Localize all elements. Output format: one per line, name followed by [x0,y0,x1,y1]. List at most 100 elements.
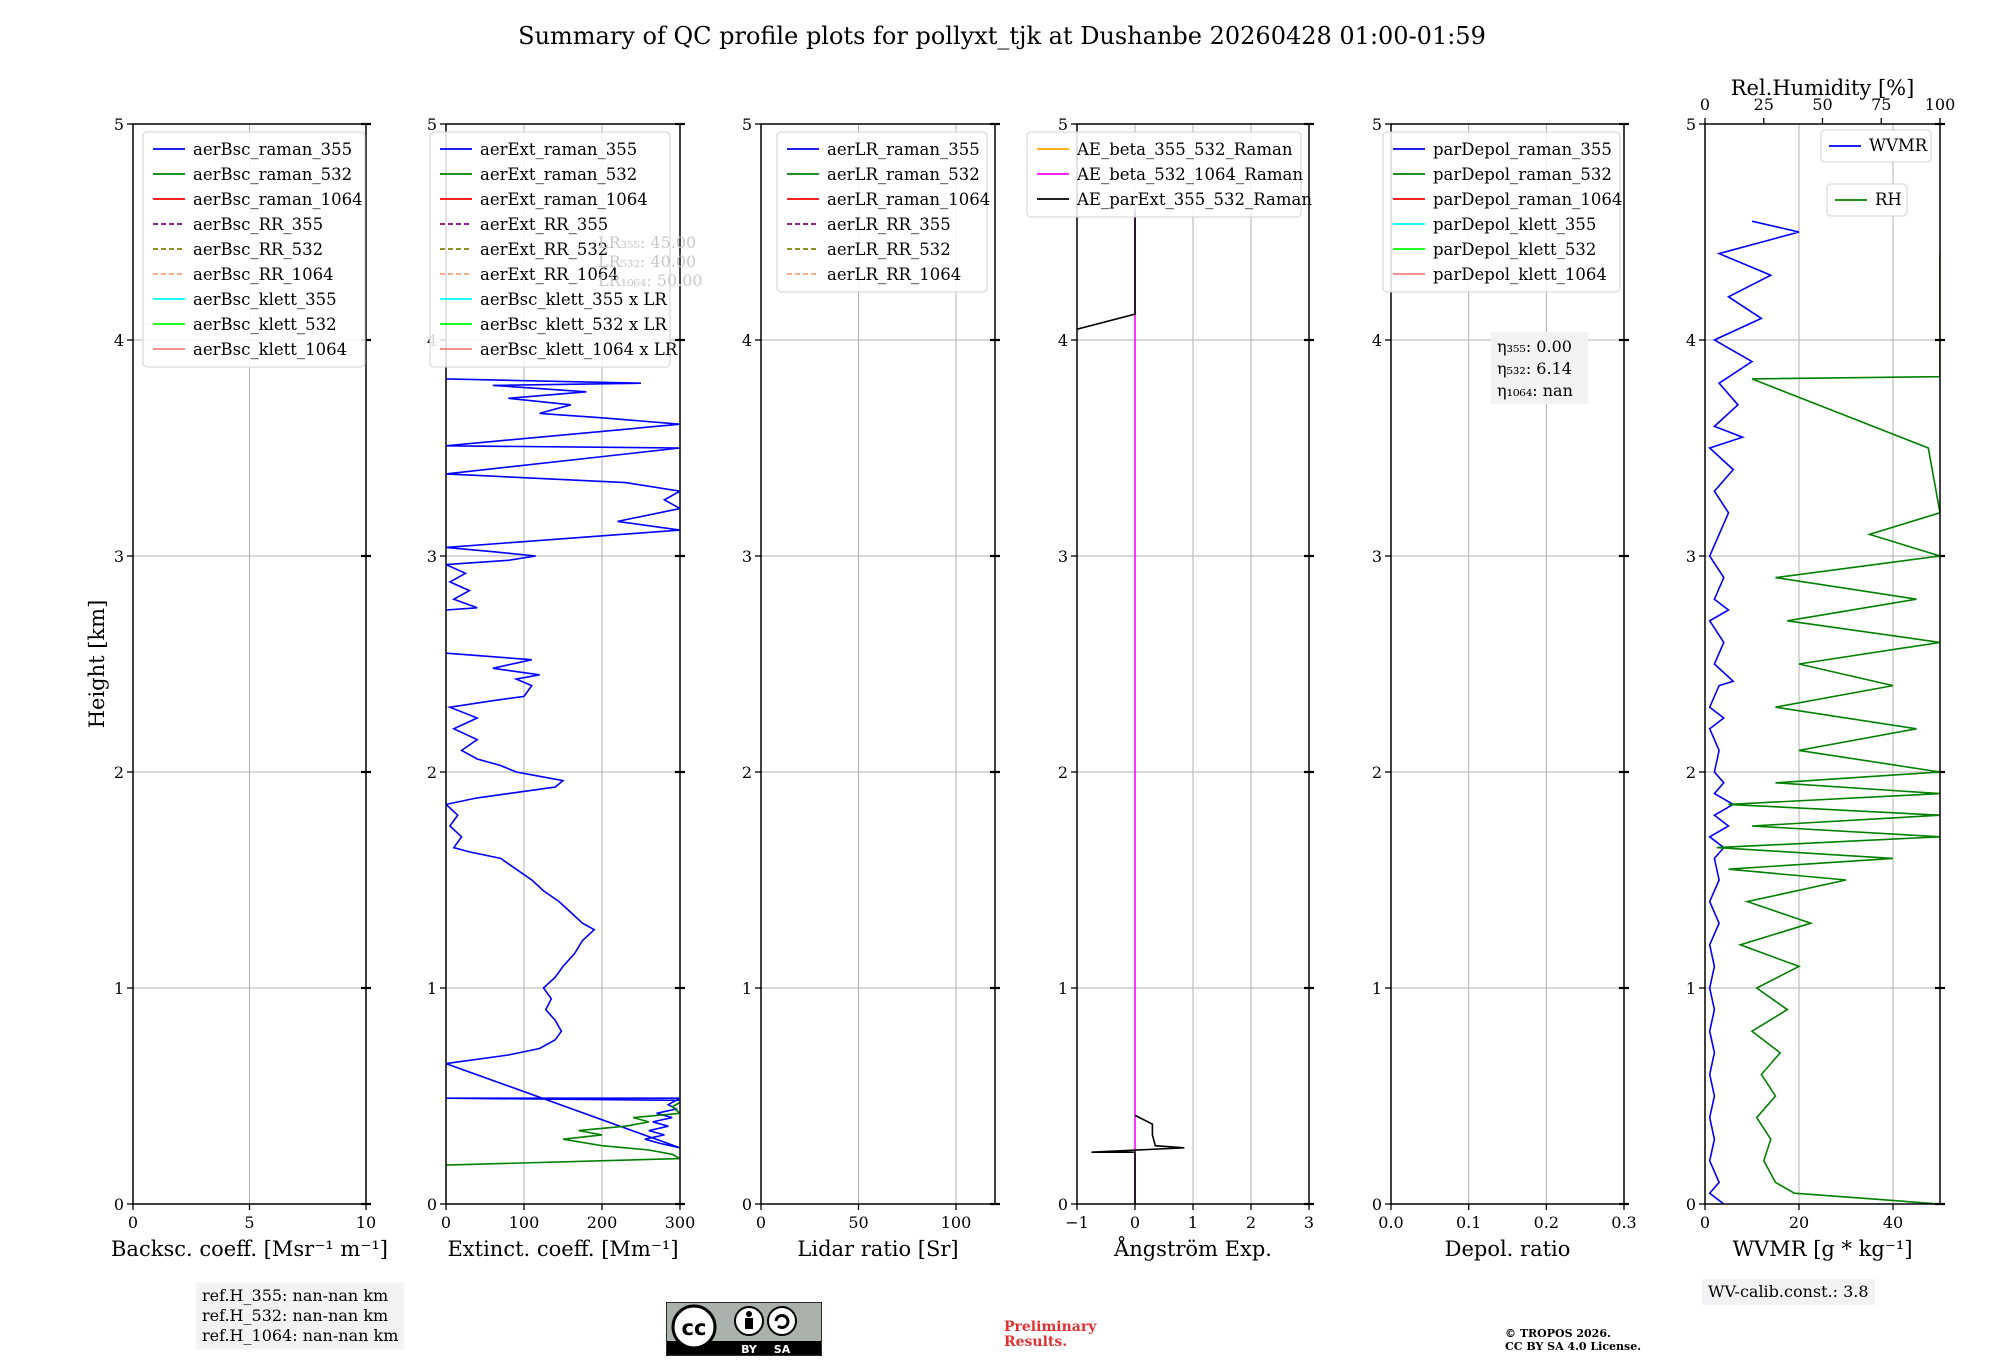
legend-label-wvmr: WVMR [1869,136,1928,155]
legend-box [142,131,366,368]
eta-annotation: η₃₅₅: 0.00 [1497,337,1572,356]
y-tick-label: 2 [742,763,752,782]
cc-license-badge: cc BY SA [665,1301,823,1360]
legend-label: aerLR_RR_355 [827,215,951,234]
y-tick-label: 3 [114,547,124,566]
x-tick-label: 5 [244,1213,254,1232]
series-AE_parExt_355_532_Raman [1091,1114,1185,1204]
legend-label: AE_parExt_355_532_Raman [1076,190,1312,209]
y-tick-label: 0 [1686,1195,1696,1214]
legend-label: aerBsc_klett_355 x LR [480,290,667,309]
wv-calib-text: WV-calib.const.: 3.8 [1708,1282,1869,1301]
preliminary-note: Preliminary Results. [1004,1320,1096,1350]
eta-annotation: η₅₃₂: 6.14 [1497,359,1572,378]
y-tick-label: 4 [114,331,124,350]
y-tick-label: 2 [1058,763,1068,782]
y-tick-label: 1 [114,979,124,998]
legend-label: parDepol_raman_355 [1433,140,1612,159]
y-tick-label: 3 [427,547,437,566]
top-x-tick-label: 100 [1925,95,1956,114]
y-tick-label: 0 [1372,1195,1382,1214]
legend-label: aerExt_raman_1064 [480,190,648,209]
x-tick-label: 50 [848,1213,868,1232]
y-tick-label: 5 [1372,115,1382,134]
y-tick-label: 4 [1686,331,1696,350]
x-tick-label: 2 [1246,1213,1256,1232]
legend-label: aerExt_RR_532 [480,240,608,259]
y-tick-label: 1 [1058,979,1068,998]
top-x-tick-label: 50 [1812,95,1832,114]
x-tick-label: 100 [509,1213,540,1232]
y-tick-label: 5 [1686,115,1696,134]
ref-height-532: ref.H_532: nan-nan km [202,1306,389,1325]
y-tick-label: 3 [1372,547,1382,566]
y-tick-label: 2 [1686,763,1696,782]
y-tick-label: 1 [427,979,437,998]
x-tick-label: 40 [1883,1213,1903,1232]
legend-label: aerBsc_raman_532 [193,165,352,184]
copyright-line-1: © TROPOS 2026. [1505,1327,1611,1340]
x-tick-label: 1 [1188,1213,1198,1232]
legend-label: aerBsc_klett_532 [193,315,337,334]
axes-frame [1390,123,1625,1205]
legend-label: AE_beta_355_532_Raman [1076,140,1293,159]
eta-annotation: η₁₀₆₄: nan [1497,381,1573,400]
svg-text:cc: cc [682,1316,707,1340]
y-tick-label: 4 [1058,331,1068,350]
y-tick-label: 0 [1058,1195,1068,1214]
panel-lr: 0 50 100 0 1 2 3 4 5 Lidar ratio [Sr] aerLR_raman_… [742,115,1000,1261]
y-axis-label: Height [km] [85,600,109,729]
legend-label: aerLR_raman_1064 [827,190,990,209]
x-tick-label: 0.0 [1378,1213,1403,1232]
x-tick-label: 100 [941,1213,972,1232]
cc-by-label: BY [741,1343,758,1356]
legend-label: aerBsc_raman_355 [193,140,352,159]
legend-label: parDepol_raman_532 [1433,165,1612,184]
legend-label: aerLR_RR_532 [827,240,951,259]
y-tick-label: 3 [1686,547,1696,566]
cc-by-sa-icon: cc BY SA [665,1301,823,1357]
legend-label: parDepol_raman_1064 [1433,190,1622,209]
series-aerExt_raman_355 [446,652,680,1149]
axes-frame [760,123,996,1205]
legend-label: AE_beta_532_1064_Raman [1076,165,1303,184]
y-tick-label: 2 [1372,763,1382,782]
copyright-line-2: CC BY SA 4.0 License. [1505,1340,1642,1353]
x-tick-label: 0 [128,1213,138,1232]
x-tick-label: 20 [1789,1213,1809,1232]
x-tick-label: −1 [1065,1213,1089,1232]
legend-label: aerExt_raman_532 [480,165,637,184]
axes-frame [132,123,367,1205]
x-tick-label: 0.2 [1534,1213,1559,1232]
legend-label: aerLR_raman_532 [827,165,980,184]
x-tick-label: 0.1 [1456,1213,1481,1232]
panel-bsc: 0 5 10 0 1 2 3 4 5 Backsc. coeff. [Msr⁻¹ m⁻¹] Heig… [85,115,388,1261]
x-tick-label: 200 [587,1213,618,1232]
y-tick-label: 3 [742,547,752,566]
top-x-tick-label: 25 [1754,95,1774,114]
legend-box-wvmr [1820,129,1932,163]
y-tick-label: 0 [742,1195,752,1214]
axes-frame [1704,123,1941,1205]
copyright-note: © TROPOS 2026. CC BY SA 4.0 License. [1505,1327,1641,1353]
x-tick-label: 300 [665,1213,696,1232]
lr-annotation: LR₃₅₅: 45.00 [598,233,696,252]
legend-label: aerLR_RR_1064 [827,265,961,284]
y-tick-label: 2 [114,763,124,782]
legend-label: aerBsc_raman_1064 [193,190,363,209]
y-tick-label: 4 [742,331,752,350]
wv-calib-box: WV-calib.const.: 3.8 [1702,1279,1875,1305]
legend-label: aerBsc_RR_532 [193,240,323,259]
x-axis-label: Extinct. coeff. [Mm⁻¹] [447,1237,678,1261]
x-axis-label: Lidar ratio [Sr] [797,1237,958,1261]
x-tick-label: 0 [1700,1213,1710,1232]
x-axis-label: Depol. ratio [1445,1237,1571,1261]
legend-label: parDepol_klett_355 [1433,215,1596,234]
legend-label: aerBsc_klett_355 [193,290,337,309]
legend-label: aerExt_raman_355 [480,140,637,159]
y-tick-label: 5 [742,115,752,134]
y-tick-label: 1 [1686,979,1696,998]
y-tick-label: 0 [114,1195,124,1214]
